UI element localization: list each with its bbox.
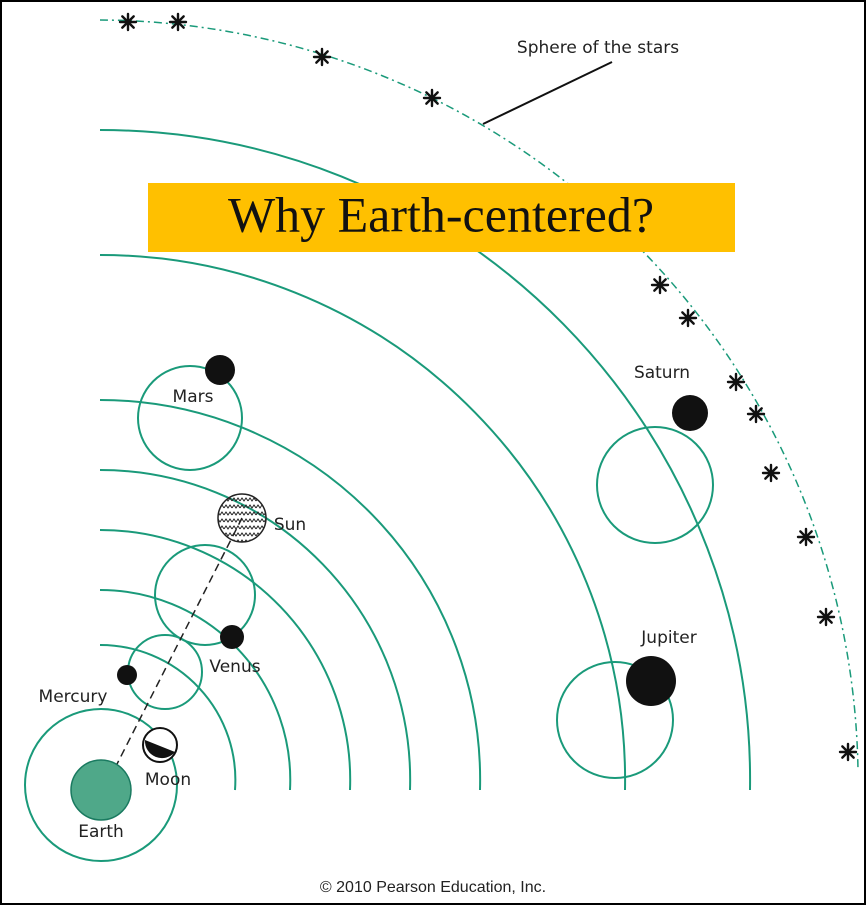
star (678, 308, 698, 328)
label: Saturn (634, 363, 690, 383)
orbit (99, 588, 292, 791)
star-ray (315, 50, 329, 64)
epicycle (137, 365, 243, 471)
label: Mars (173, 387, 214, 407)
star-ray (121, 15, 135, 29)
star (796, 527, 816, 547)
planet (117, 665, 137, 685)
planet (626, 656, 676, 706)
star (816, 607, 836, 627)
star-ray (841, 745, 855, 759)
star (118, 12, 138, 32)
star (726, 372, 746, 392)
star (746, 404, 766, 424)
stars (118, 12, 858, 762)
title-box (148, 183, 735, 252)
star-ray (799, 530, 813, 544)
sun (217, 493, 267, 543)
star (761, 463, 781, 483)
star-ray (425, 91, 439, 105)
pointer (482, 61, 613, 125)
label: Mercury (39, 687, 108, 707)
sun-line (114, 517, 243, 769)
star-ray (764, 466, 778, 480)
epicycle (154, 544, 256, 646)
label: Earth (78, 822, 124, 842)
star-ray (819, 610, 833, 624)
star-ray (681, 311, 695, 325)
epicycle (596, 426, 714, 544)
orbit (99, 469, 412, 791)
earth (70, 759, 132, 821)
label: Venus (209, 657, 260, 677)
orbit (99, 254, 627, 791)
planet (205, 355, 235, 385)
orbit (99, 129, 752, 791)
star (168, 12, 188, 32)
label: Moon (145, 770, 191, 790)
orbit (99, 529, 352, 791)
star-ray (749, 407, 763, 421)
label: Jupiter (640, 628, 696, 648)
star-sphere (99, 19, 859, 771)
planet (220, 625, 244, 649)
star (650, 275, 670, 295)
orbit (99, 399, 482, 791)
star (838, 742, 858, 762)
title: Why Earth-centered? (228, 186, 654, 242)
label: Sun (274, 515, 306, 535)
footer: © 2010 Pearson Education, Inc. (320, 879, 546, 896)
label: Sphere of the stars (517, 38, 679, 58)
star-ray (653, 278, 667, 292)
moon-shadow (144, 740, 175, 759)
star (312, 47, 332, 67)
planet (672, 395, 708, 431)
orbits (99, 129, 752, 791)
epicycle (556, 661, 674, 779)
earth-orbit (24, 708, 178, 862)
star-ray (171, 15, 185, 29)
star (422, 88, 442, 108)
star-ray (729, 375, 743, 389)
